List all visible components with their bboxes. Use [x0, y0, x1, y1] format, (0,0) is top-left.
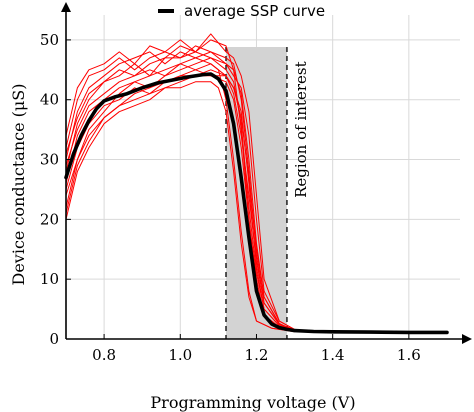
y-axis-title: Device conductance (μS) — [9, 83, 28, 285]
axes-layer — [61, 2, 472, 344]
x-tick-label: 1.0 — [168, 346, 192, 364]
trial-curves-layer — [65, 33, 295, 333]
legend: average SSP curve — [158, 2, 325, 20]
x-axis-title: Programming voltage (V) — [150, 393, 355, 412]
average-ssp-curve — [64, 72, 449, 335]
y-tick-label: 40 — [40, 91, 59, 109]
trial-curve-12 — [65, 51, 295, 331]
x-tick-label: 1.6 — [397, 346, 421, 364]
legend-label-average: average SSP curve — [184, 2, 325, 20]
x-tick-label: 1.4 — [321, 346, 345, 364]
x-tick-label: 0.8 — [92, 346, 116, 364]
y-tick-label: 30 — [40, 151, 59, 169]
y-tick-label: 0 — [49, 330, 59, 348]
tick-labels-layer: 0.8 1.0 1.2 1.4 1.6 0 10 20 30 40 50 — [40, 31, 421, 364]
y-tick-label: 50 — [40, 31, 59, 49]
average-curve-layer — [64, 72, 449, 335]
region-of-interest-label: Region of interest — [292, 61, 310, 198]
x-axis-arrow — [462, 334, 472, 344]
x-tick-label: 1.2 — [245, 346, 269, 364]
y-tick-label: 10 — [40, 270, 59, 288]
trial-curve-4 — [65, 51, 295, 331]
y-tick-label: 20 — [40, 210, 59, 228]
trial-curve-10 — [65, 63, 295, 331]
y-axis-arrow — [61, 2, 71, 12]
trial-curve-6 — [65, 45, 295, 330]
